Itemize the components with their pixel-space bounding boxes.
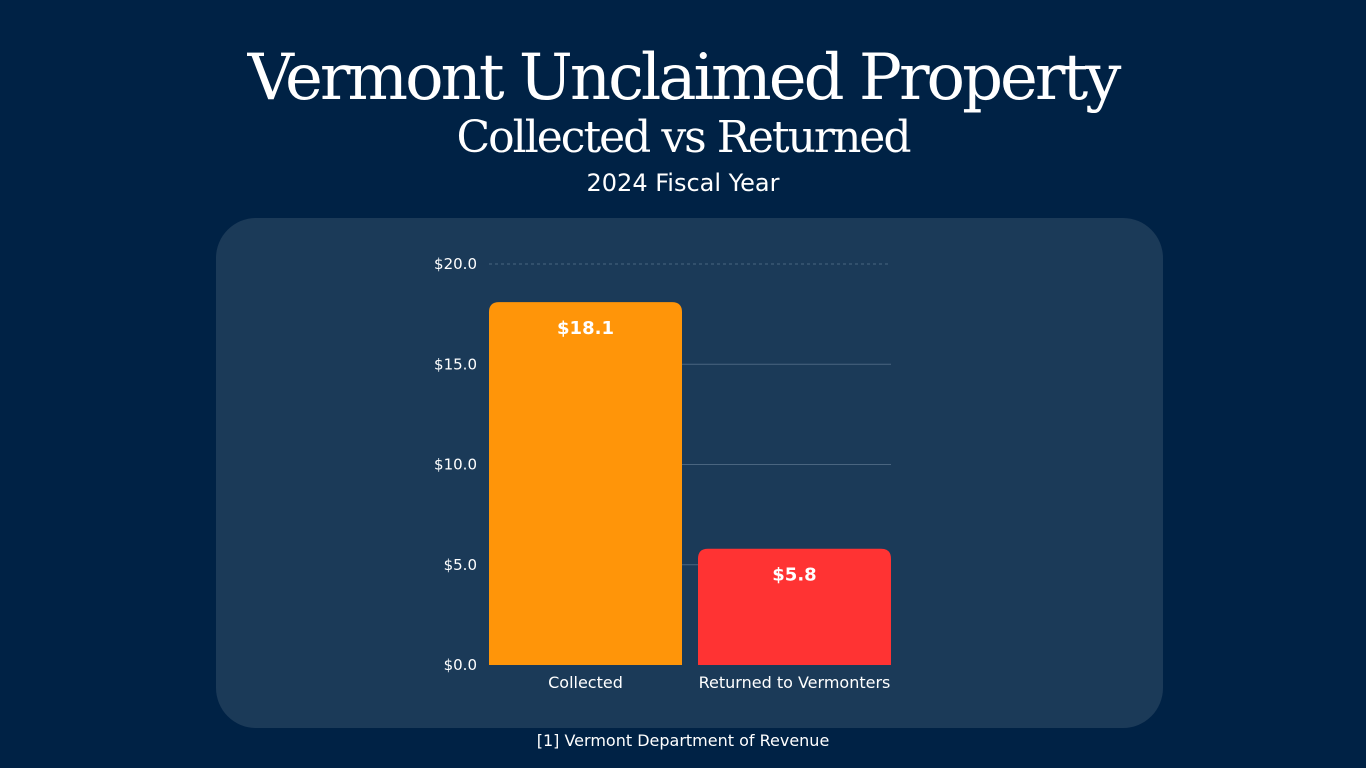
x-tick-label: Returned to Vermonters [699,673,891,692]
chart-subtitle: Collected vs Returned [456,112,911,163]
bar-returned [698,548,891,665]
y-tick-label: $10.0 [434,456,477,474]
fiscal-year-label: 2024 Fiscal Year [586,169,780,197]
data-label: $5.8 [772,565,816,586]
y-tick-label: $15.0 [434,355,477,373]
bar-chart: $0.0 $5.0 $10.0 $15.0 $20.0 $18.1 Collected $5.… [434,255,891,692]
x-tick-label: Collected [548,673,623,692]
y-tick-label: $20.0 [434,255,477,273]
chart-title: Vermont Unclaimed Property [247,41,1122,115]
chart-panel: $0.0 $5.0 $10.0 $15.0 $20.0 $18.1 Collected $5.… [216,218,1163,728]
source-note: [1] Vermont Department of Revenue [536,731,830,750]
bar-collected [489,302,682,665]
data-label: $18.1 [557,318,614,339]
y-tick-label: $5.0 [444,556,477,574]
y-tick-label: $0.0 [444,656,477,674]
